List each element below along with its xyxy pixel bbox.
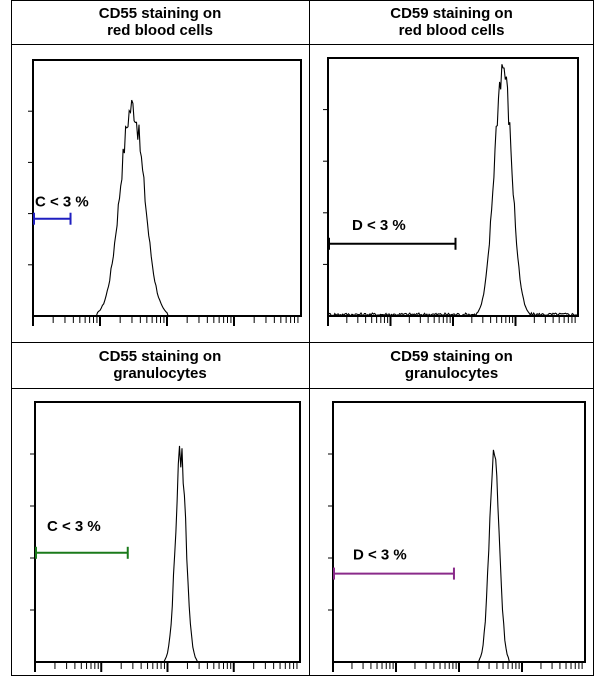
histogram-curve (33, 99, 301, 317)
panel-title: CD55 staining on red blood cells (11, 5, 309, 39)
plot-frame (327, 57, 579, 317)
table-border-top (11, 0, 594, 1)
gate-label: C < 3 % (47, 518, 101, 535)
title-line: CD59 staining on (390, 5, 513, 22)
title-line: CD55 staining on (98, 348, 222, 365)
histogram-plot: D < 3 % (328, 401, 586, 672)
table-border-center (309, 0, 310, 676)
title-line: granulocytes (404, 365, 499, 382)
histogram-curve (333, 449, 585, 663)
plot-frame (332, 401, 586, 663)
table-border-left (11, 0, 12, 676)
title-line: granulocytes (113, 365, 207, 382)
panel-title: CD55 staining on granulocytes (11, 348, 309, 382)
plot-frame (32, 59, 302, 317)
table-border-right (593, 0, 594, 676)
title-line: red blood cells (107, 22, 213, 39)
flow-cytometry-figure: CD55 staining on red blood cells CD59 st… (11, 0, 594, 676)
histogram-plot: C < 3 % (28, 59, 302, 326)
panel-title: CD59 staining on granulocytes (310, 348, 593, 382)
gate-label: D < 3 % (353, 547, 407, 564)
title-line: CD59 staining on (390, 348, 513, 365)
panel-title: CD59 staining on red blood cells (310, 5, 593, 39)
title-line: CD55 staining on (98, 5, 222, 22)
title-line: red blood cells (398, 22, 505, 39)
histogram-curve (35, 445, 300, 663)
gate-label: C < 3 % (35, 194, 89, 211)
table-border-middle (11, 342, 594, 343)
table-border-header2 (11, 388, 594, 389)
histogram-plot: D < 3 % (323, 57, 579, 326)
histogram-curve (327, 64, 579, 318)
gate-label: D < 3 % (352, 217, 406, 234)
table-border-header1 (11, 44, 594, 45)
histogram-plot: C < 3 % (30, 401, 301, 672)
table-border-bottom (11, 675, 594, 676)
